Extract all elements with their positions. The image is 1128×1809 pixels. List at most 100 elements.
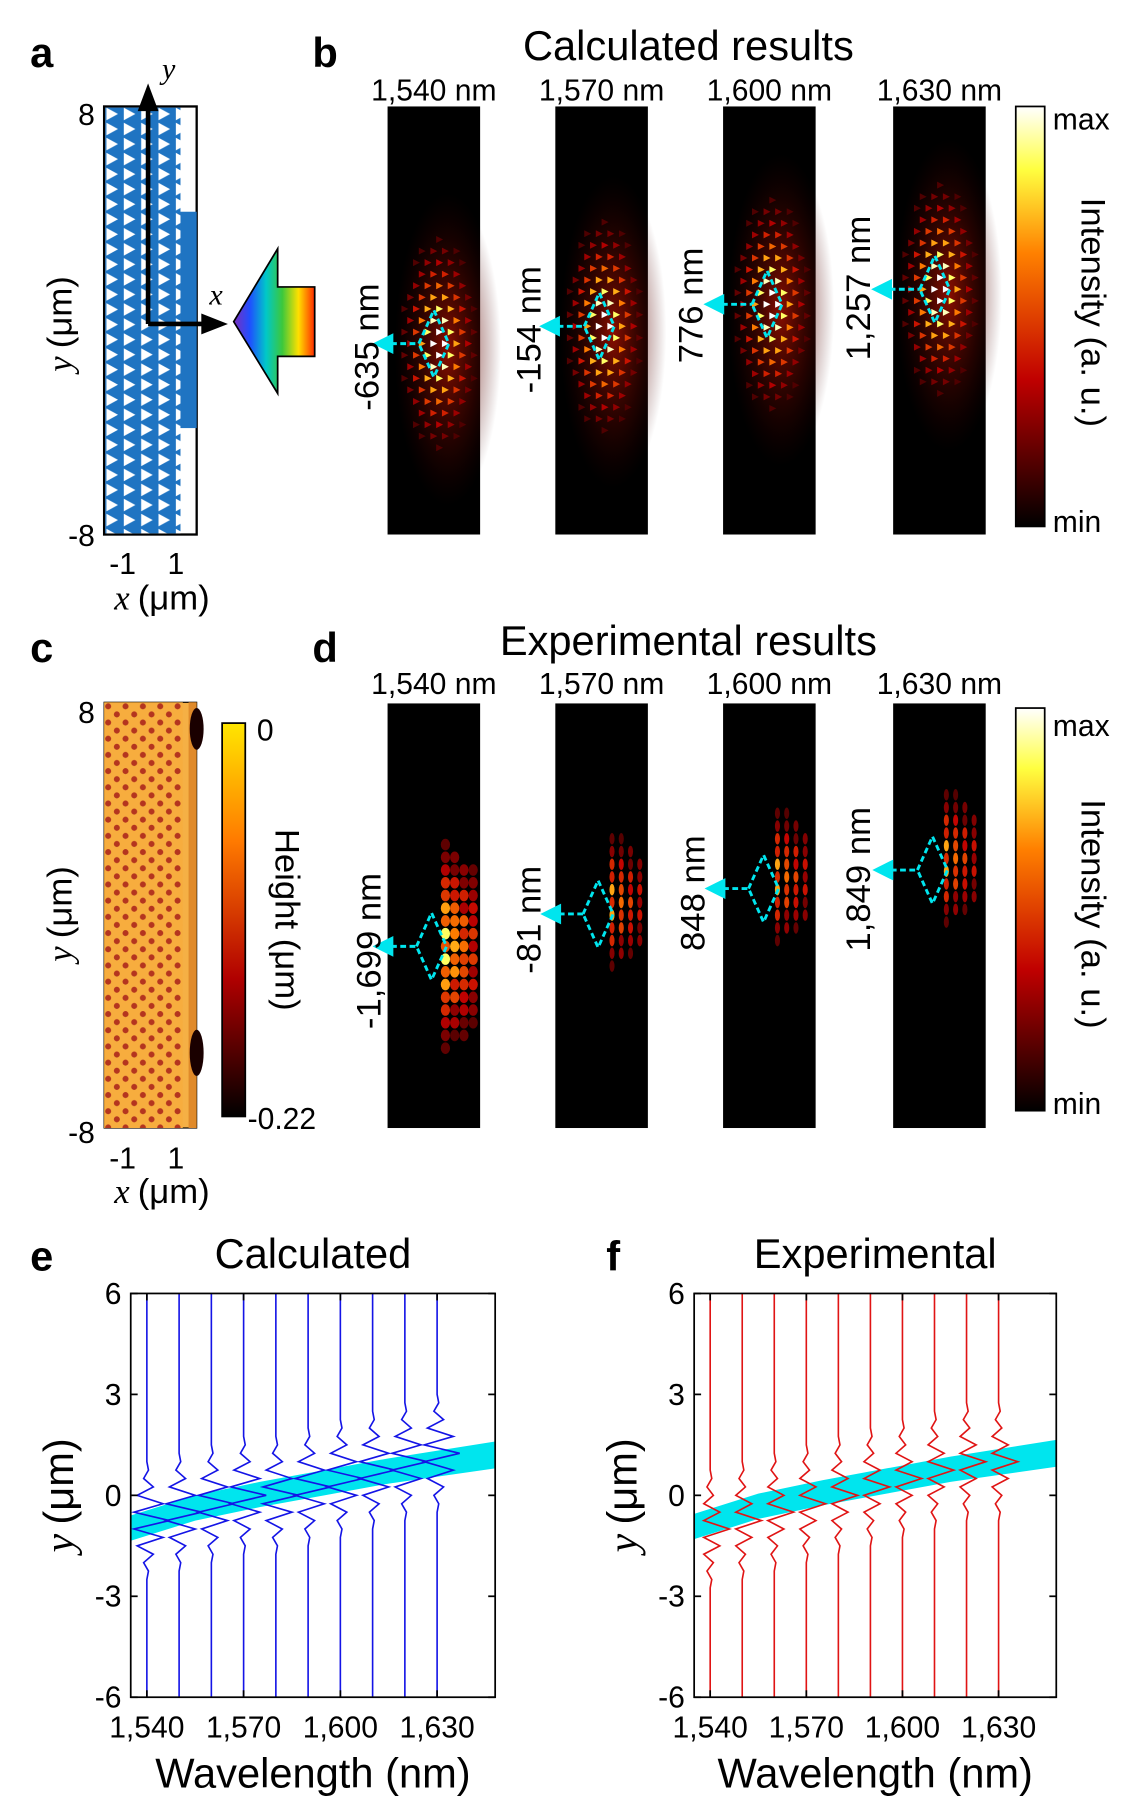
intensity-streak — [802, 896, 808, 909]
intensity-spot — [913, 204, 921, 212]
intensity-spot — [566, 357, 574, 365]
intensity-spot — [919, 216, 927, 224]
intensity-spot — [453, 386, 461, 394]
intensity-spot — [786, 370, 794, 378]
intensity-spot — [752, 254, 759, 262]
intensity-spot — [786, 300, 794, 308]
intensity-streak — [459, 927, 469, 940]
intensity-spot — [734, 266, 742, 274]
y-tick-label: 3 — [105, 1379, 122, 1412]
intensity-spot — [919, 262, 927, 270]
intensity-spot — [763, 300, 771, 308]
intensity-spot — [607, 299, 615, 307]
intensity-spot — [752, 208, 759, 216]
profile-line — [227, 1293, 267, 1698]
intensity-spot — [607, 345, 615, 353]
intensity-spot — [407, 363, 415, 371]
intensity-spot — [470, 351, 478, 359]
intensity-spot — [763, 370, 771, 378]
intensity-spot — [436, 282, 444, 290]
intensity-streak — [618, 833, 624, 845]
intensity-streak — [943, 827, 949, 839]
intensity-streak — [793, 922, 799, 934]
intensity-spot — [624, 264, 632, 272]
intensity-streak — [459, 876, 469, 889]
intensity-spot — [618, 299, 626, 307]
intensity-spot — [908, 239, 916, 247]
y-axis-label: y (μm) — [41, 276, 80, 374]
chart: Calculated -6 -3 0 3 6 1,540 1,570 1,600 1,630 Wav… — [35, 1230, 497, 1796]
intensity-spot — [572, 345, 580, 353]
intensity-spot — [931, 378, 939, 386]
profile-line — [163, 1293, 202, 1698]
intensity-spot — [931, 262, 939, 270]
intensity-spot — [746, 358, 754, 366]
intensity-streak — [784, 807, 790, 820]
intensity-spot — [453, 247, 461, 255]
intensity-spot — [465, 363, 473, 371]
intensity-spot — [636, 311, 644, 319]
intensity-streak — [468, 966, 478, 978]
intensity-spot — [590, 357, 597, 365]
intensity-spot — [757, 219, 765, 227]
panel-letter: c — [30, 624, 53, 671]
intensity-streak — [440, 1016, 451, 1029]
intensity-streak — [450, 1016, 460, 1029]
intensity-spot — [775, 231, 783, 239]
intensity-streak — [609, 960, 615, 972]
intensity-streak — [440, 864, 451, 876]
intensity-spot — [601, 334, 609, 342]
intensity-streak — [943, 852, 949, 865]
intensity-spot — [786, 393, 794, 401]
intensity-streak — [637, 934, 643, 947]
intensity-streak — [627, 883, 634, 896]
intensity-spot — [752, 231, 759, 239]
intensity-spot — [746, 219, 754, 227]
intensity-spot — [775, 277, 783, 285]
intensity-image — [555, 703, 648, 1129]
y-tick-label: 3 — [668, 1379, 685, 1412]
intensity-streak — [637, 883, 643, 896]
intensity-spot — [937, 389, 945, 397]
intensity-spot — [942, 378, 950, 386]
intensity-streak — [468, 927, 478, 940]
arrow-label: x — [208, 277, 223, 311]
intensity-spot — [913, 366, 921, 374]
intensity-spot — [618, 230, 626, 238]
intensity-spot — [613, 380, 621, 388]
intensity-spot — [601, 311, 609, 319]
intensity-spot — [769, 358, 777, 366]
intensity-spot — [578, 288, 586, 296]
intensity-streak — [793, 845, 799, 858]
intensity-streak — [468, 1004, 478, 1016]
intensity-spot — [948, 251, 956, 259]
intensity-spot — [465, 317, 473, 324]
intensity-streak — [450, 966, 460, 978]
intensity-spot — [971, 297, 979, 305]
intensity-image — [893, 703, 986, 1129]
intensity-spot — [792, 358, 800, 366]
intensity-spot — [769, 242, 777, 250]
intensity-spot — [931, 308, 939, 316]
intensity-spot — [401, 305, 409, 313]
intensity-streak — [618, 883, 624, 896]
y-axis-label: y (μm) — [35, 1438, 83, 1556]
intensity-spot — [775, 254, 783, 262]
profile-line — [195, 1293, 235, 1698]
intensity-spot — [746, 335, 754, 343]
intensity-streak — [627, 871, 634, 883]
intensity-spot — [470, 305, 478, 313]
intensity-spot — [780, 335, 788, 343]
traces — [701, 1293, 1021, 1698]
intensity-spot — [447, 328, 455, 336]
intensity-streak — [637, 922, 643, 934]
intensity-spot — [607, 415, 615, 423]
intensity-spot — [430, 317, 438, 324]
colorbar-label: -0.22 — [248, 1103, 317, 1136]
intensity-spot — [607, 369, 615, 377]
axis-unit: (μm) — [42, 866, 80, 938]
intensity-streak — [450, 902, 460, 914]
intensity-spot — [734, 335, 742, 343]
intensity-spot — [763, 393, 771, 401]
colorbar-title: Intensity (a. u.) — [1074, 198, 1112, 427]
